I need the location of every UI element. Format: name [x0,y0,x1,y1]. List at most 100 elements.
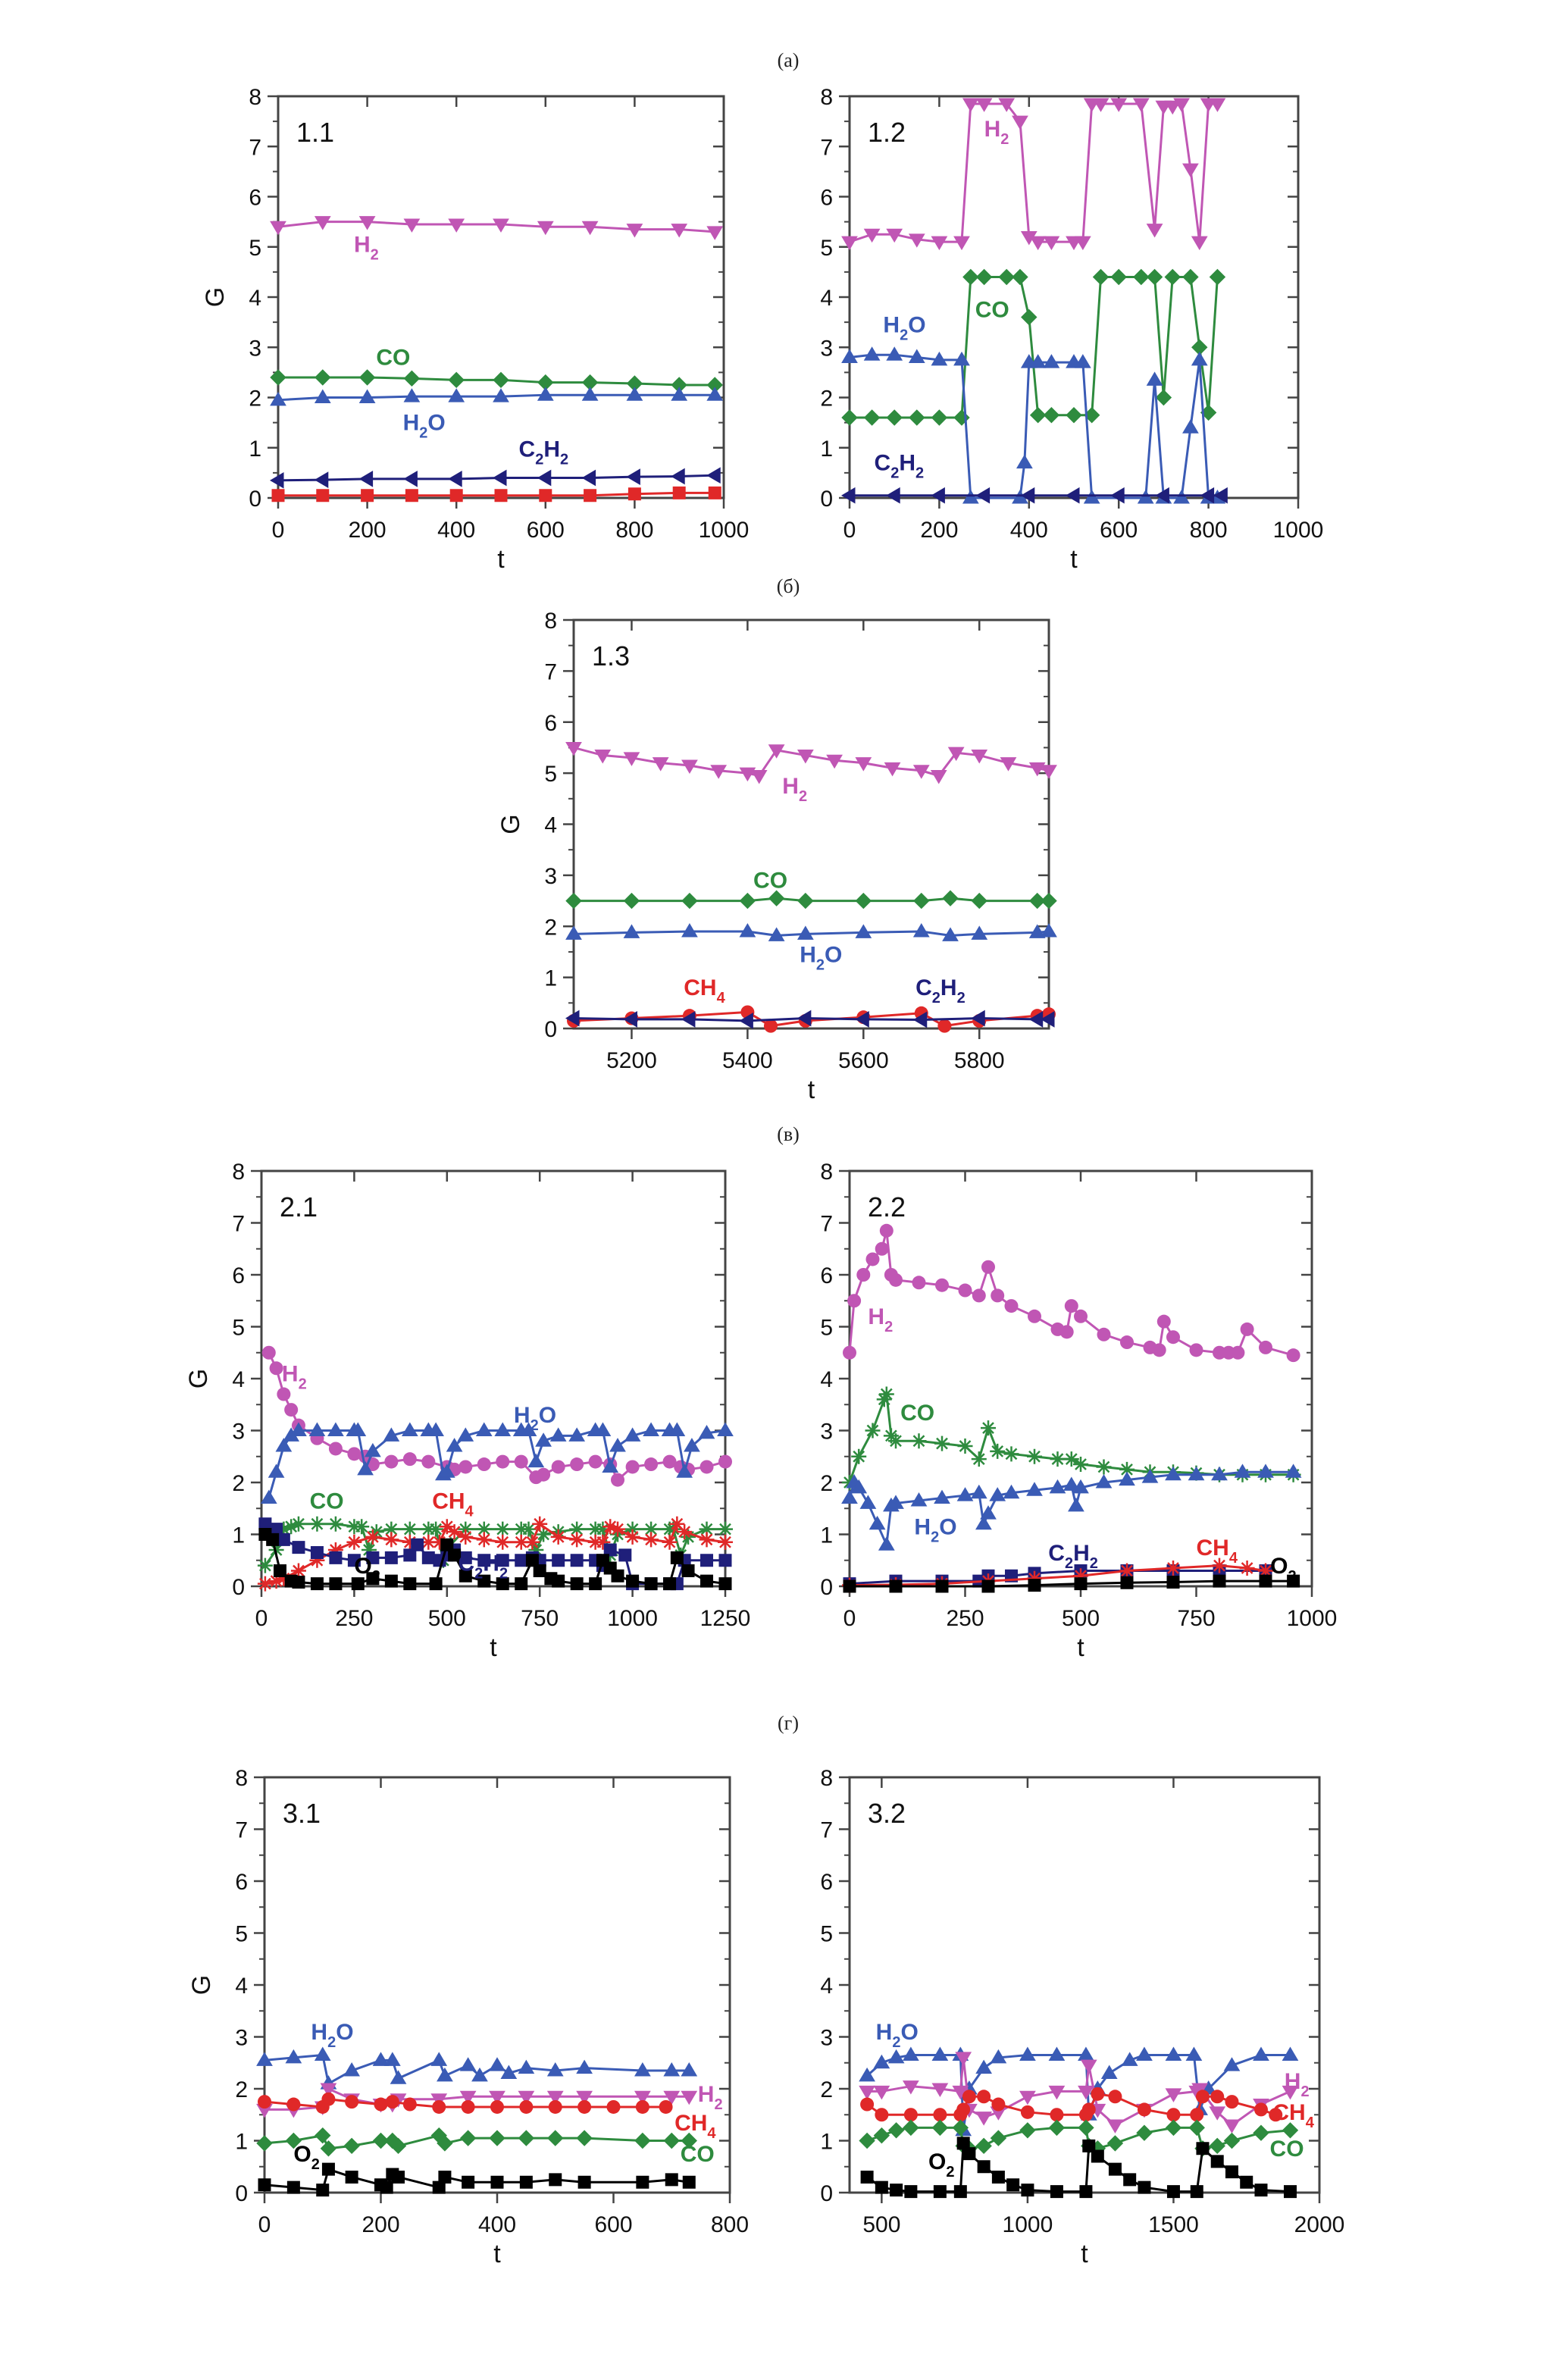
series-line-co [574,897,1049,903]
data-point [681,1564,695,1577]
data-point [886,409,903,426]
data-point [402,1534,418,1550]
data-point [910,1492,928,1507]
data-point [315,2127,331,2144]
data-point [1019,2046,1036,2061]
data-point [327,1422,344,1436]
data-point [361,489,374,502]
data-point [1048,2085,1066,2100]
y-tick-label: 7 [544,659,557,684]
x-axis-title: t [493,2240,501,2268]
data-point [669,1516,685,1532]
data-point [459,2090,477,2105]
data-point [275,1438,293,1452]
data-point [261,1345,276,1360]
data-point [314,471,329,489]
data-point [1223,2057,1241,2071]
x-tick-label: 5200 [606,1048,657,1073]
data-point [681,1529,696,1545]
series-line-h2o [573,930,1050,937]
data-point [947,747,965,762]
x-tick-label: 500 [862,2212,900,2237]
data-point [384,1551,398,1564]
data-point [594,1422,612,1436]
data-point [493,218,509,233]
data-point [797,1010,812,1027]
data-point [934,1489,950,1504]
y-tick-label: 4 [249,286,261,311]
y-tick-label: 5 [249,236,261,261]
data-point [269,1361,283,1376]
x-tick-label: 400 [478,2212,516,2237]
data-point [476,1521,492,1537]
data-point [368,1524,384,1540]
data-point [495,1521,511,1537]
series-label-h2: H2 [698,2082,723,2113]
x-tick-label: 250 [335,1606,373,1631]
data-point [768,890,785,906]
data-point [286,2180,300,2194]
data-point [935,1579,949,1593]
data-point [856,1268,871,1282]
data-point [739,892,756,909]
data-point [477,1554,491,1567]
x-tick-label: 5800 [954,1048,1005,1073]
data-point [698,1424,715,1439]
data-point [602,1519,618,1535]
data-point [437,2135,453,2152]
series-co [256,2127,697,2157]
panel-2-1: 0 1 2 3 4 5 6 7 8 0 250 500 750 1000 1250 t G 2.1 H2 H2O CO C… [184,1160,750,1662]
data-point [1286,1348,1300,1363]
series-h2o [841,1464,1302,1551]
data-point [258,2095,271,2109]
data-point [908,233,925,248]
data-point [1029,236,1047,251]
data-point [998,268,1015,286]
data-point [576,2130,593,2146]
data-point [890,2184,903,2197]
data-point [1156,1314,1171,1329]
y-tick-label: 7 [232,1212,245,1237]
data-point [1021,308,1038,326]
data-point [1182,268,1199,286]
data-point [448,218,465,233]
data-point [1259,1574,1272,1588]
data-point [618,1548,632,1562]
data-point [268,1464,285,1478]
y-tick-label: 5 [235,1922,248,1947]
data-point [494,489,508,502]
data-point [884,762,901,777]
data-point [285,2132,302,2149]
data-point [847,1294,862,1308]
data-point [495,1534,511,1550]
data-point [873,2085,890,2100]
y-tick-label: 8 [820,85,833,110]
data-point [855,892,872,909]
data-point [402,1521,418,1537]
data-point [902,2046,919,2061]
data-point [1212,1557,1227,1573]
series-h2o [260,1422,734,1504]
series-label-h2o: H2O [403,411,446,442]
data-point [459,1569,472,1583]
data-point [1074,1577,1088,1591]
y-tick-label: 2 [235,2077,248,2102]
data-point [710,765,728,779]
data-point [1027,1448,1042,1464]
x-tick-label: 0 [258,2212,271,2237]
data-point [912,1276,926,1290]
data-point [285,2049,302,2064]
data-point [1021,2184,1034,2197]
y-tick-label: 0 [820,1575,833,1600]
x-axis-title: t [808,1075,815,1104]
data-point [1003,1484,1020,1499]
data-point [459,2057,477,2071]
section-label-v: (в) [777,1123,800,1145]
data-point [886,228,903,243]
data-point [865,1252,880,1266]
data-point [602,1458,619,1473]
data-point [372,2052,390,2066]
series-co [565,890,1057,909]
data-point [908,349,925,363]
data-point [1254,2184,1268,2197]
